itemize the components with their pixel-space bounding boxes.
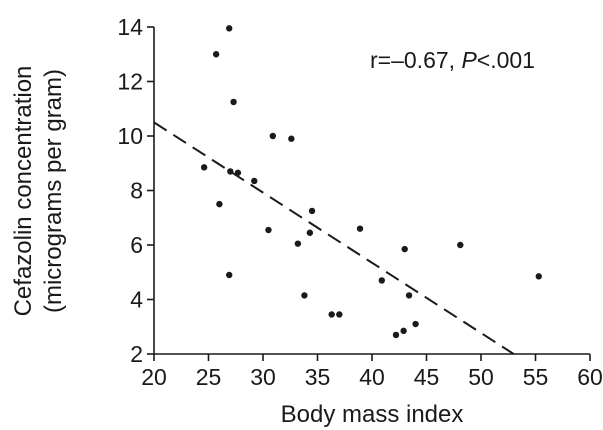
x-tick-label: 20	[141, 364, 167, 390]
y-tick-label: 8	[130, 178, 143, 204]
data-point	[535, 273, 542, 280]
data-point	[400, 327, 407, 335]
data-point	[405, 292, 413, 299]
data-point	[336, 311, 343, 318]
data-point	[306, 229, 314, 236]
data-point	[301, 292, 308, 299]
x-tick-label: 50	[468, 364, 494, 390]
data-point	[251, 177, 258, 185]
data-point	[401, 245, 408, 253]
x-tick-label: 45	[414, 364, 440, 390]
data-point	[200, 164, 208, 171]
data-point	[234, 169, 242, 176]
data-point	[457, 241, 464, 249]
y-tick-label: 2	[130, 341, 143, 367]
data-point	[288, 135, 295, 142]
y-tick-label: 6	[130, 232, 143, 258]
data-point	[308, 207, 316, 215]
correlation-annotation: r=–0.67, P<.001	[370, 47, 535, 73]
data-point	[269, 132, 277, 140]
y-tick-label: 14	[117, 14, 143, 40]
data-point	[226, 271, 233, 279]
plot-area	[153, 25, 542, 355]
y-axis-title-line-1: Cefazolin concentration	[10, 66, 37, 317]
x-tick-label: 30	[250, 364, 276, 390]
y-axis-title-line-2: (micrograms per gram)	[40, 69, 67, 313]
data-points	[200, 25, 542, 339]
x-tick-label: 55	[523, 364, 549, 390]
trend-line-layer	[153, 121, 515, 355]
data-point	[265, 226, 272, 234]
data-point	[212, 51, 220, 58]
data-point	[412, 320, 419, 328]
annotation-prefix: r=–0.67,	[370, 47, 461, 73]
x-tick-label: 40	[359, 364, 385, 390]
data-point	[328, 311, 335, 318]
x-tick-label: 25	[196, 364, 222, 390]
y-axis: 2 4 6 8 10 12 14	[117, 14, 155, 367]
data-point	[392, 331, 400, 339]
data-point	[226, 25, 233, 32]
data-point	[378, 277, 386, 284]
data-point	[294, 240, 302, 247]
y-tick-label: 10	[117, 123, 143, 149]
regression-trend-line	[153, 121, 515, 355]
data-point	[216, 200, 223, 208]
x-axis: 20 25 30 35 40 45 50 55 60	[141, 353, 603, 390]
annotation-suffix: <.001	[477, 47, 535, 73]
y-tick-label: 4	[130, 287, 143, 313]
x-axis-title: Body mass index	[281, 401, 464, 428]
annotation-p-symbol: P	[461, 47, 477, 73]
data-point	[356, 225, 364, 232]
data-point	[230, 98, 237, 106]
x-tick-label: 60	[577, 364, 603, 390]
y-tick-label: 12	[117, 69, 143, 95]
data-point	[227, 168, 234, 175]
x-tick-label: 35	[305, 364, 331, 390]
